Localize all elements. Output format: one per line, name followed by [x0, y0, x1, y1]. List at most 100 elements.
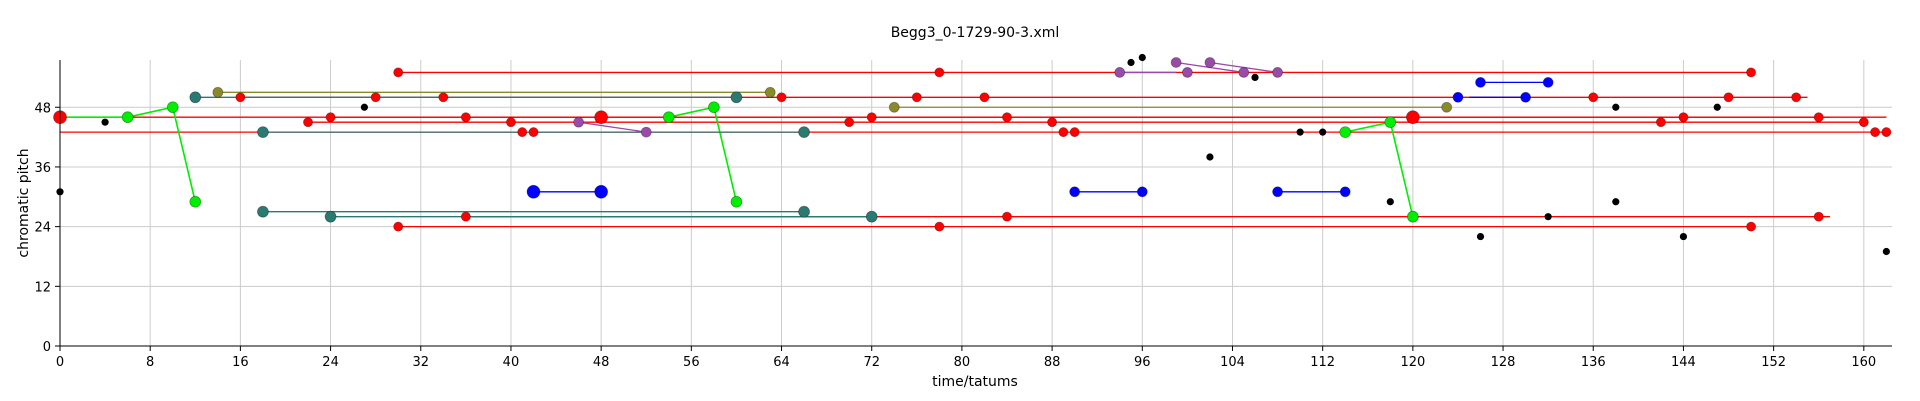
y-tick-label: 24	[34, 221, 51, 236]
note-point-red	[1588, 92, 1599, 103]
note-point-purple	[1181, 67, 1193, 78]
x-ticks: 0 8 16 24 32 40 48 56 64 72 80 88 96 104 112 120 128 136 1…	[56, 346, 1876, 370]
note-point-black	[1127, 58, 1135, 67]
note-point-black	[1679, 232, 1688, 241]
note-point-red	[844, 117, 855, 128]
note-point-blue	[1069, 186, 1081, 198]
note-point-black	[1612, 198, 1620, 206]
note-point-green	[121, 111, 134, 124]
note-point-red	[1858, 117, 1869, 128]
note-point-red	[393, 67, 404, 78]
note-point-red	[1813, 112, 1824, 123]
note-point-red	[460, 112, 471, 123]
note-point-red	[517, 127, 528, 138]
note-point-red	[528, 127, 539, 138]
x-tick-label: 24	[322, 355, 339, 370]
note-point-green	[662, 111, 675, 124]
note-point-blue	[1339, 186, 1351, 198]
y-axis-label: chromatic pitch	[16, 148, 32, 257]
x-tick-label: 112	[1310, 355, 1335, 370]
note-segment-green	[60, 106, 197, 202]
note-point-red	[1405, 110, 1420, 125]
note-point-red	[1002, 112, 1013, 123]
note-point-green	[1339, 126, 1352, 139]
note-point-olive	[212, 86, 224, 98]
y-ticks: 0 12 24 36 48	[34, 101, 60, 355]
note-point-red	[934, 221, 945, 232]
note-point-teal	[189, 91, 202, 104]
note-point-blue	[1520, 91, 1531, 103]
note-point-teal	[798, 205, 810, 218]
note-point-red	[594, 110, 609, 125]
note-point-purple	[640, 126, 652, 138]
note-point-red	[1746, 67, 1757, 78]
note-point-green	[1384, 116, 1397, 129]
note-point-red	[1002, 211, 1013, 222]
note-point-olive	[888, 101, 900, 113]
note-point-green	[1406, 210, 1419, 223]
note-point-purple	[573, 116, 584, 128]
y-tick-label: 0	[43, 340, 51, 355]
x-tick-label: 32	[412, 355, 429, 370]
x-tick-label: 88	[1044, 355, 1061, 370]
note-point-red	[866, 112, 877, 123]
note-point-red	[1069, 127, 1080, 138]
note-point-blue	[594, 184, 609, 199]
note-point-green	[166, 101, 179, 114]
x-tick-label: 16	[232, 355, 249, 370]
note-point-black	[1882, 247, 1890, 256]
note-point-black	[1206, 153, 1214, 161]
note-point-red	[1746, 221, 1757, 232]
note-point-red	[438, 92, 449, 103]
note-point-red	[1723, 92, 1734, 103]
note-segment-green	[668, 106, 738, 202]
x-tick-label: 96	[1134, 355, 1151, 370]
note-point-teal	[865, 210, 878, 223]
note-point-green	[189, 195, 202, 208]
note-point-purple	[1238, 67, 1250, 78]
note-point-blue	[1272, 186, 1283, 198]
note-point-red	[934, 67, 945, 78]
note-point-red	[370, 92, 381, 103]
x-axis-label: time/tatums	[932, 374, 1018, 390]
note-point-purple	[1114, 67, 1126, 78]
note-point-teal	[257, 126, 269, 139]
note-point-blue	[526, 184, 541, 199]
note-point-black	[360, 103, 368, 111]
note-point-blue	[1475, 76, 1486, 88]
note-point-teal	[324, 210, 337, 223]
note-point-purple	[1204, 57, 1216, 68]
note-point-red	[505, 117, 516, 128]
note-point-black	[1612, 103, 1620, 111]
x-tick-label: 64	[773, 355, 790, 370]
x-tick-label: 136	[1581, 355, 1606, 370]
y-tick-label: 48	[34, 101, 51, 116]
y-tick-label: 12	[34, 280, 51, 295]
note-segment-purple	[578, 121, 647, 133]
note-point-red	[1058, 127, 1069, 138]
x-tick-label: 104	[1220, 355, 1245, 370]
note-point-red	[235, 92, 246, 103]
note-point-purple	[1272, 67, 1283, 78]
note-point-black	[1138, 53, 1146, 62]
note-point-red	[1881, 127, 1892, 138]
note-point-red	[911, 92, 922, 103]
note-point-red	[1678, 112, 1689, 123]
note-point-black	[1251, 73, 1259, 82]
x-tick-label: 8	[146, 355, 154, 370]
x-tick-label: 48	[593, 355, 610, 370]
note-point-black	[1713, 103, 1721, 111]
note-point-black	[101, 118, 109, 126]
note-point-blue	[1136, 186, 1148, 198]
x-tick-label: 56	[683, 355, 700, 370]
x-tick-label: 144	[1671, 355, 1696, 370]
x-tick-label: 72	[863, 355, 880, 370]
x-tick-label: 160	[1851, 355, 1876, 370]
note-point-red	[1870, 127, 1881, 138]
note-point-red	[1813, 211, 1824, 222]
x-tick-label: 80	[954, 355, 971, 370]
x-tick-label: 120	[1400, 355, 1425, 370]
x-tick-label: 152	[1761, 355, 1786, 370]
x-tick-label: 0	[56, 355, 64, 370]
